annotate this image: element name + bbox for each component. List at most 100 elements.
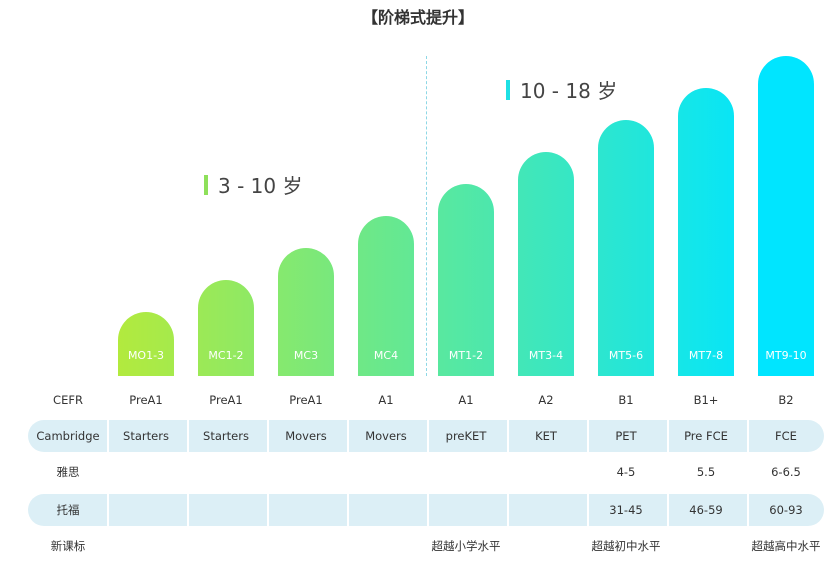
level-label: MT7-8 <box>688 349 724 362</box>
table-cell: 6-6.5 <box>771 465 801 479</box>
level-column: MT3-4 <box>518 152 574 376</box>
age-group-1: 3 - 10 岁 <box>204 170 302 199</box>
table-cell: 5.5 <box>696 465 716 479</box>
cell-separator <box>427 420 429 452</box>
age-divider-line <box>426 56 427 376</box>
table-cell: PreA1 <box>129 393 163 407</box>
age-group-2-label: 10 - 18 岁 <box>520 79 618 103</box>
table-cell <box>109 530 183 562</box>
cell-separator <box>267 420 269 452</box>
level-label: MC3 <box>293 349 319 362</box>
cell-separator <box>667 494 669 526</box>
table-row: CEFR PreA1 PreA1 PreA1 A1 A1 A2 B1 B1+ B2 <box>0 384 836 416</box>
table-cell: A1 <box>378 393 394 407</box>
table-cell: 超越小学水平 <box>431 539 501 553</box>
cell-separator <box>587 420 589 452</box>
row-label: 托福 <box>56 503 80 517</box>
cell-separator <box>107 494 109 526</box>
cell-separator <box>587 494 589 526</box>
cell-separator <box>347 494 349 526</box>
row-band <box>28 494 824 526</box>
level-label: MT1-2 <box>448 349 484 362</box>
level-column: MC1-2 <box>198 280 254 376</box>
table-cell: FCE <box>775 429 797 443</box>
level-column: MO1-3 <box>118 312 174 376</box>
level-label: MT5-6 <box>608 349 644 362</box>
table-cell: 31-45 <box>609 503 643 517</box>
row-label: CEFR <box>53 393 83 407</box>
table-cell: 超越高中水平 <box>751 539 821 553</box>
level-label: MC1-2 <box>208 349 244 362</box>
age-marker-icon <box>506 79 510 100</box>
table-cell <box>189 456 263 488</box>
table-cell <box>189 530 263 562</box>
table-cell: B1 <box>618 393 634 407</box>
age-group-2: 10 - 18 岁 <box>506 75 617 104</box>
table-cell <box>429 456 503 488</box>
row-label: Cambridge <box>36 429 100 443</box>
table-cell: B1+ <box>693 393 719 407</box>
table-row: 托福 31-45 46-59 60-93 <box>0 494 836 526</box>
table-cell <box>109 456 183 488</box>
cell-separator <box>747 494 749 526</box>
table-cell <box>349 456 423 488</box>
table-cell <box>669 530 743 562</box>
age-group-1-label: 3 - 10 岁 <box>218 174 303 198</box>
table-cell: KET <box>535 429 557 443</box>
table-cell <box>509 494 583 526</box>
level-label: MT9-10 <box>765 349 807 362</box>
table-cell: Starters <box>203 429 249 443</box>
cell-separator <box>507 420 509 452</box>
table-cell: A1 <box>458 393 474 407</box>
table-cell <box>509 456 583 488</box>
table-cell: preKET <box>445 429 487 443</box>
table-cell: Starters <box>123 429 169 443</box>
level-label: MC4 <box>373 349 399 362</box>
table-cell <box>269 530 343 562</box>
level-column: MT1-2 <box>438 184 494 376</box>
cell-separator <box>107 420 109 452</box>
table-cell <box>429 494 503 526</box>
row-label: 雅思 <box>56 465 80 479</box>
cell-separator <box>667 420 669 452</box>
level-label: MO1-3 <box>127 349 165 362</box>
row-band <box>28 420 824 452</box>
table-cell: Movers <box>365 429 407 443</box>
table-cell <box>269 456 343 488</box>
cell-separator <box>427 494 429 526</box>
level-column: MT9-10 <box>758 56 814 376</box>
table-cell: PET <box>615 429 637 443</box>
level-column: MC4 <box>358 216 414 376</box>
page-title: 【阶梯式提升】 <box>361 8 474 27</box>
cell-separator <box>187 420 189 452</box>
table-cell <box>189 494 263 526</box>
table-cell: 4-5 <box>616 465 636 479</box>
cell-separator <box>267 494 269 526</box>
level-column: MT5-6 <box>598 120 654 376</box>
table-cell: PreA1 <box>289 393 323 407</box>
level-column: MT7-8 <box>678 88 734 376</box>
table-cell <box>349 530 423 562</box>
table-cell <box>109 494 183 526</box>
age-marker-icon <box>204 174 208 195</box>
cell-separator <box>187 494 189 526</box>
table-cell: Pre FCE <box>684 429 728 443</box>
table-cell: PreA1 <box>209 393 243 407</box>
row-label: 新课标 <box>50 539 86 553</box>
table-cell: A2 <box>538 393 554 407</box>
table-cell: Movers <box>285 429 327 443</box>
level-label: MT3-4 <box>528 349 564 362</box>
level-column: MC3 <box>278 248 334 376</box>
table-cell <box>349 494 423 526</box>
cell-separator <box>347 420 349 452</box>
cell-separator <box>747 420 749 452</box>
table-row: Cambridge Starters Starters Movers Movers pre… <box>0 420 836 452</box>
cell-separator <box>507 494 509 526</box>
table-row: 新课标 超越小学水平 超越初中水平 超越高中水平 <box>0 530 836 562</box>
table-cell: 60-93 <box>769 503 803 517</box>
table-row: 雅思 4-5 5.5 6-6.5 <box>0 456 836 488</box>
table-cell: B2 <box>778 393 794 407</box>
table-cell <box>509 530 583 562</box>
table-cell: 超越初中水平 <box>591 539 661 553</box>
table-cell: 46-59 <box>689 503 723 517</box>
